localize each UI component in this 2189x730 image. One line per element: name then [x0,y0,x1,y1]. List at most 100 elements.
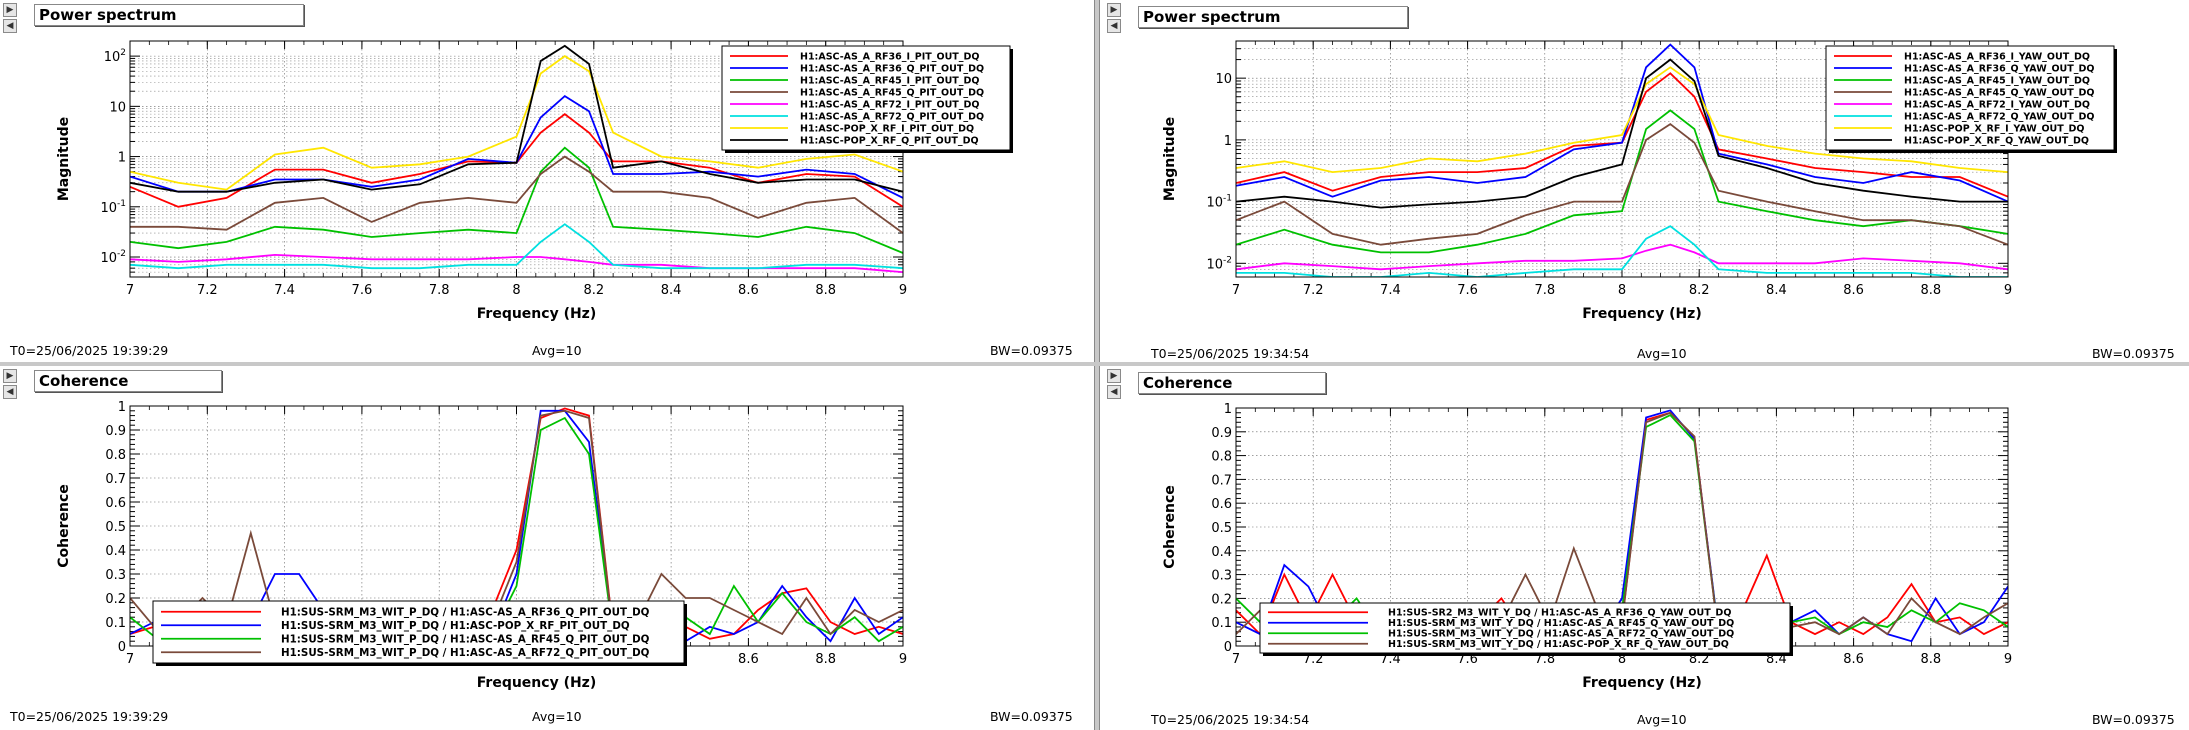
x-axis-label: Frequency (Hz) [477,675,596,691]
legend-entry: H1:SUS-SR2_M3_WIT_Y_DQ / H1:ASC-AS_A_RF3… [1388,608,1731,619]
y-tick-label: 0.9 [105,424,126,439]
x-tick-label: 9 [2004,283,2012,298]
series-line [1236,43,2008,203]
x-tick-label: 8.8 [815,283,836,298]
x-tick-label: 7 [126,652,134,667]
y-tick-label: 0.9 [1211,426,1232,441]
collapse-arrow-icon[interactable]: ◀ [1107,385,1121,399]
series-line [130,55,903,191]
legend-entry: H1:SUS-SRM_M3_WIT_P_DQ / H1:ASC-AS_A_RF7… [281,647,650,659]
y-tick-base: 0.2 [105,592,126,607]
series-line [130,94,903,199]
panel-coherence-left: ▶ ◀ Coherence 0 0.1 0.2 0.3 0.4 0.5 0.6 0.7 0.8 0… [0,366,1090,730]
y-tick-base: 1 [1224,402,1232,417]
legend-entry: H1:SUS-SRM_M3_WIT_P_DQ / H1:ASC-AS_A_RF3… [281,606,650,618]
y-tick-base: 10 [100,201,117,216]
panel-title: Power spectrum [34,4,304,26]
x-tick-label: 8.6 [1843,283,1864,298]
y-tick-base: 0.1 [1211,616,1232,631]
y-tick-base: 1 [1224,134,1232,149]
bandwidth-label: BW=0.09375 [2092,712,2175,727]
x-tick-label: 7 [1232,283,1240,298]
t0-timestamp: T0=25/06/2025 19:39:29 [10,343,169,358]
horizontal-splitter[interactable] [0,362,2189,366]
series-line [1236,72,2008,198]
legend-entry: H1:ASC-AS_A_RF72_I_YAW_OUT_DQ [1904,99,2090,110]
y-tick-base: 0.8 [1211,450,1232,465]
y-tick-label: 102 [104,48,126,65]
y-tick-base: 0.3 [105,568,126,583]
y-tick-label: 10 [109,100,126,115]
legend: H1:SUS-SRM_M3_WIT_P_DQ / H1:ASC-AS_A_RF3… [152,600,687,666]
collapse-arrow-icon[interactable]: ◀ [3,385,17,399]
averages-label: Avg=10 [1637,712,1687,727]
y-axis-label: Magnitude [56,117,72,201]
expand-arrow-icon[interactable]: ▶ [3,3,17,17]
plot-frame [129,40,904,278]
series-line [1236,243,2008,271]
panel-power-spectrum-right: ▶ ◀ Power spectrum 10-2 10-1 1 10 7 7.2 7.4 7.6… [1104,0,2189,362]
y-tick-base: 0.7 [1211,473,1232,488]
legend-entry: H1:ASC-AS_A_RF72_I_PIT_OUT_DQ [800,99,980,110]
x-axis-label: Frequency (Hz) [1582,306,1701,322]
y-tick-label: 0.1 [105,616,126,631]
y-tick-base: 0.3 [1211,569,1232,584]
panel-title: Coherence [34,370,222,392]
y-tick-base: 0.8 [105,448,126,463]
y-tick-label: 0.7 [1211,473,1232,488]
legend-entry: H1:SUS-SRM_M3_WIT_P_DQ / H1:ASC-POP_X_RF… [281,620,630,632]
expand-arrow-icon[interactable]: ▶ [1107,369,1121,383]
x-tick-label: 7.2 [197,283,218,298]
legend-entry: H1:ASC-AS_A_RF36_Q_PIT_OUT_DQ [800,63,984,74]
legend-entry: H1:SUS-SRM_M3_WIT_Y_DQ / H1:ASC-AS_A_RF4… [1388,618,1734,629]
legend: H1:ASC-AS_A_RF36_I_PIT_OUT_DQH1:ASC-AS_A… [721,45,1013,153]
collapse-arrow-icon[interactable]: ◀ [1107,19,1121,33]
x-axis-label: Frequency (Hz) [477,306,596,322]
averages-label: Avg=10 [532,343,582,358]
x-tick-label: 7.6 [352,283,373,298]
legend-entry: H1:ASC-AS_A_RF72_Q_PIT_OUT_DQ [800,111,984,122]
y-tick-label: 1 [118,151,126,166]
y-tick-label: 0.3 [1211,569,1232,584]
legend-entry: H1:ASC-POP_X_RF_I_YAW_OUT_DQ [1904,123,2084,134]
y-tick-base: 10 [104,50,121,65]
collapse-arrow-icon[interactable]: ◀ [3,19,17,33]
y-tick-exponent: 2 [120,48,126,58]
legend: H1:SUS-SR2_M3_WIT_Y_DQ / H1:ASC-AS_A_RF3… [1259,602,1793,656]
y-axis-label: Magnitude [1162,117,1178,201]
expand-arrow-icon[interactable]: ▶ [3,369,17,383]
legend-entry: H1:ASC-AS_A_RF36_Q_YAW_OUT_DQ [1904,63,2094,74]
y-tick-label: 0.6 [1211,497,1232,512]
bandwidth-label: BW=0.09375 [2092,346,2175,361]
series-line [130,155,903,234]
y-tick-label: 0.8 [105,448,126,463]
legend-entry: H1:ASC-POP_X_RF_Q_PIT_OUT_DQ [800,135,979,146]
y-tick-base: 10 [100,251,117,266]
y-tick-label: 0.2 [105,592,126,607]
y-axis-label: Coherence [1162,485,1178,569]
averages-label: Avg=10 [532,709,582,724]
x-tick-label: 9 [2004,652,2012,667]
legend-entry: H1:ASC-AS_A_RF45_Q_PIT_OUT_DQ [800,87,984,98]
expand-arrow-icon[interactable]: ▶ [1107,3,1121,17]
x-tick-label: 8.6 [1843,652,1864,667]
series-line [1236,122,2008,246]
y-tick-label: 10-2 [100,249,126,266]
x-tick-label: 8.4 [661,283,682,298]
legend-entry: H1:SUS-SRM_M3_WIT_Y_DQ / H1:ASC-AS_A_RF7… [1388,629,1734,640]
y-tick-exponent: -1 [1223,194,1232,204]
y-tick-base: 10 [1206,257,1223,272]
x-tick-label: 8 [1618,652,1626,667]
x-tick-label: 8.8 [815,652,836,667]
y-tick-base: 0.5 [1211,521,1232,536]
x-tick-label: 7.2 [1303,283,1324,298]
legend-box [1259,602,1791,654]
legend-entry: H1:ASC-AS_A_RF36_I_PIT_OUT_DQ [800,51,980,62]
panel-coherence-right: ▶ ◀ Coherence 0 0.1 0.2 0.3 0.4 0.5 0.6 0.7 0.8 0… [1104,366,2189,730]
y-tick-base: 1 [118,151,126,166]
y-tick-label: 0.7 [105,472,126,487]
y-tick-exponent: -1 [117,199,126,209]
legend-entry: H1:ASC-POP_X_RF_I_PIT_OUT_DQ [800,123,974,134]
